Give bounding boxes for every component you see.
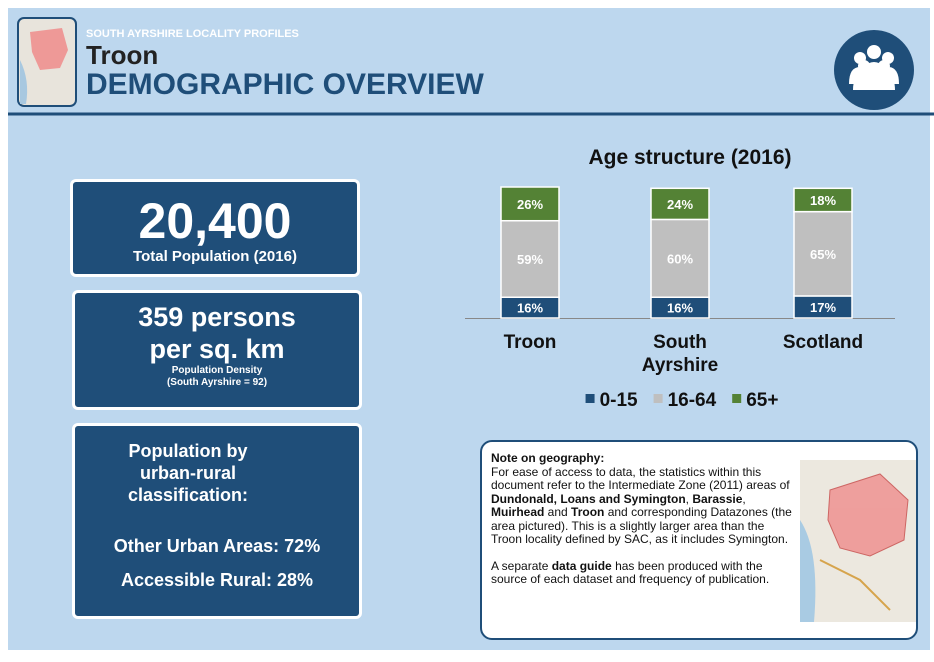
chart: 16% 59% 26% 16% 60% 24% 17% 65% 18% 0-15 16-64 65+ [0,0,934,440]
note-run: , [742,492,745,506]
legend-swatch [586,394,595,403]
value-label: 65% [810,247,836,262]
classification-item: Accessible Rural: 28% [75,570,359,591]
value-label: 60% [667,251,693,266]
classification-box: Population by urban-rural classification… [72,423,362,619]
note-bold: data guide [552,559,612,573]
classification-title: Population by urban-rural classification… [103,440,273,506]
note-heading: Note on geography: [491,452,797,466]
note-text: Note on geography: For ease of access to… [491,452,797,600]
legend-swatch [654,394,663,403]
x-tick-label: South Ayrshire [635,331,725,377]
value-label: 16% [667,301,693,316]
page: SOUTH AYRSHIRE LOCALITY PROFILES Troon D… [0,0,934,662]
x-tick-label: Troon [465,331,595,354]
note-run: A separate [491,559,552,573]
x-tick-label: Scotland [758,331,888,354]
legend-label: 65+ [746,390,778,411]
note-paragraph: For ease of access to data, the statisti… [491,466,797,547]
classification-item: Other Urban Areas: 72% [75,536,359,557]
legend-label: 0-15 [600,390,638,411]
note-run: and [544,505,571,519]
value-label: 24% [667,197,693,212]
value-label: 26% [517,197,543,212]
value-label: 59% [517,252,543,267]
legend: 0-15 16-64 65+ [586,390,779,411]
legend-swatch [732,394,741,403]
note-bold: Barassie [692,492,742,506]
note-run: For ease of access to data, the statisti… [491,465,790,493]
value-label: 17% [810,300,836,315]
note-bold: Muirhead [491,505,544,519]
value-label: 18% [810,193,836,208]
value-label: 16% [517,301,543,316]
note-bold: Troon [571,505,604,519]
legend-label: 16-64 [668,390,717,411]
note-bold: Dundonald, Loans and Symington [491,492,686,506]
note-map [800,460,916,622]
note-box: Note on geography: For ease of access to… [480,440,918,640]
note-paragraph: A separate data guide has been produced … [491,560,797,587]
